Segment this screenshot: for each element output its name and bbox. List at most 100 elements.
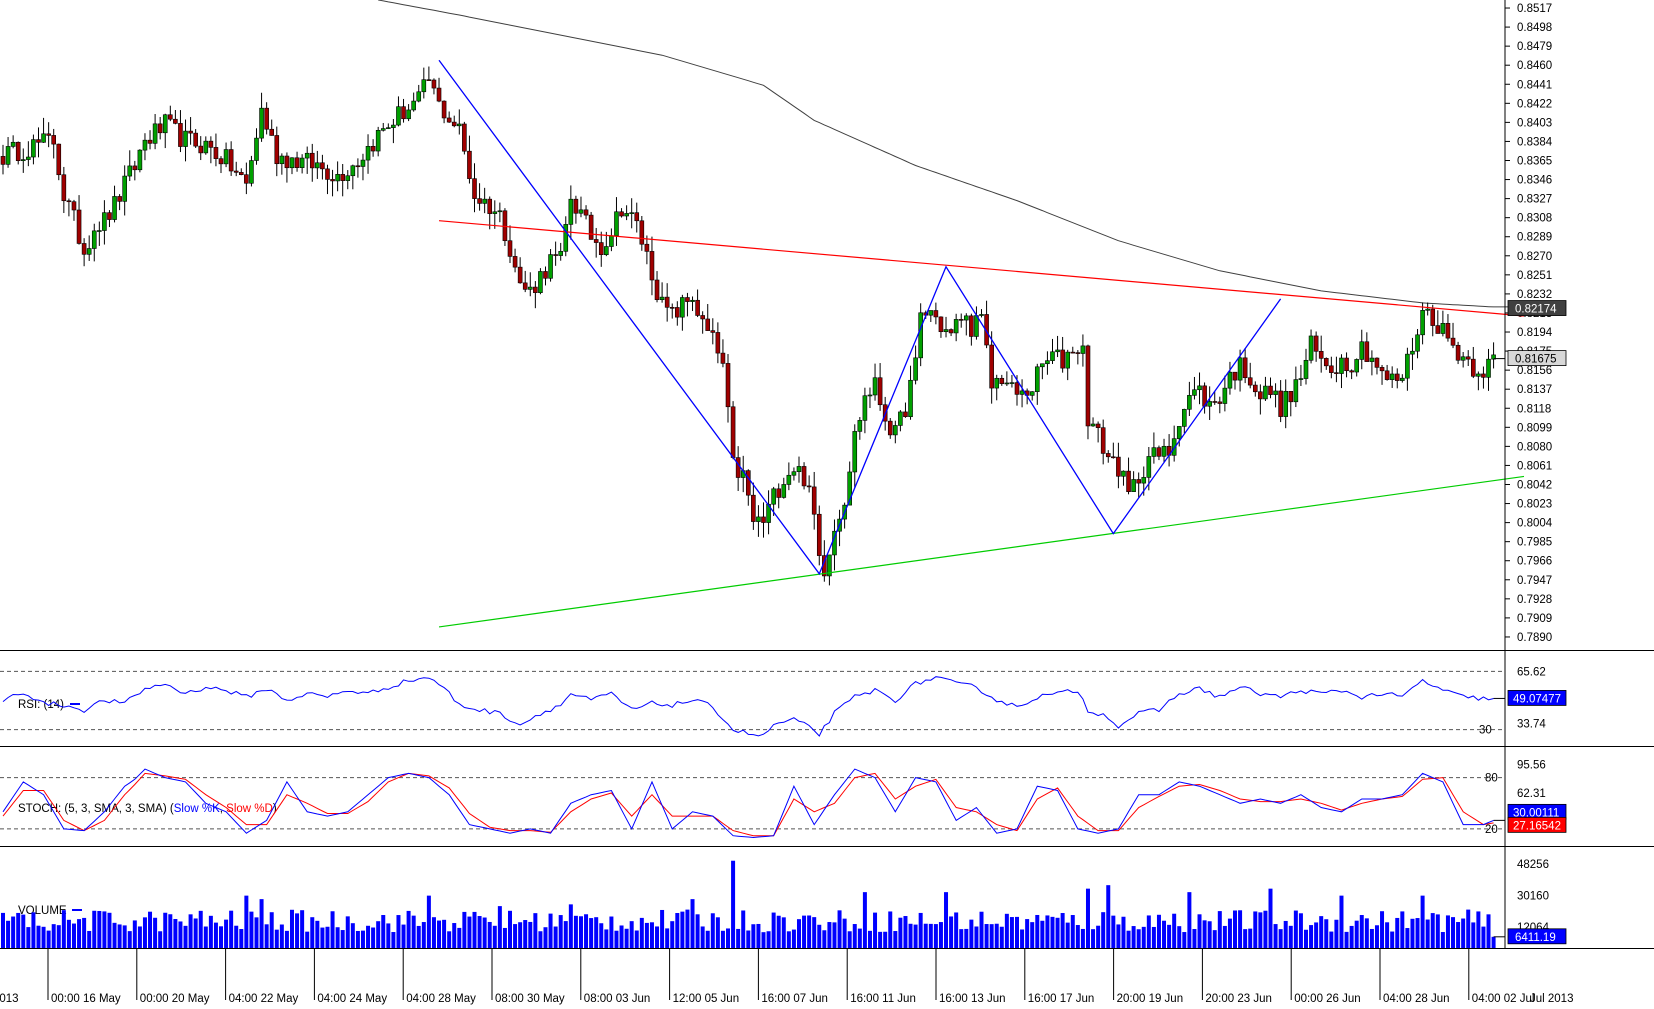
candle-body bbox=[745, 470, 751, 496]
volume-bar bbox=[1283, 920, 1288, 948]
candle-body bbox=[1105, 453, 1111, 458]
candle-body bbox=[320, 162, 325, 170]
candle bbox=[117, 194, 122, 211]
candle bbox=[1339, 354, 1344, 389]
candle bbox=[588, 211, 594, 240]
candle-body bbox=[127, 165, 133, 177]
candle-body bbox=[1283, 390, 1289, 417]
candle-body bbox=[162, 114, 168, 134]
volume-bar bbox=[908, 923, 913, 948]
candle-body bbox=[1151, 447, 1157, 457]
candle bbox=[1486, 348, 1491, 391]
candle-body bbox=[426, 79, 432, 81]
volume-bar bbox=[396, 915, 401, 948]
candle bbox=[969, 313, 974, 346]
price-tick-label: 0.8460 bbox=[1517, 60, 1552, 72]
volume-bar bbox=[1162, 920, 1167, 948]
volume-bar bbox=[1025, 919, 1030, 948]
candle bbox=[1420, 302, 1425, 345]
volume-bar bbox=[330, 911, 335, 948]
candle-body bbox=[1415, 334, 1420, 352]
volume-bar bbox=[1364, 918, 1369, 948]
volume-bar bbox=[249, 911, 254, 948]
candle-body bbox=[568, 198, 574, 225]
volume-bar bbox=[1030, 922, 1035, 948]
candle-body bbox=[244, 174, 249, 184]
volume-legend-swatch bbox=[72, 909, 82, 911]
candle-body bbox=[274, 135, 280, 165]
candle bbox=[1400, 374, 1405, 383]
candle bbox=[928, 310, 934, 323]
candle-body bbox=[325, 168, 330, 180]
candle-body bbox=[421, 79, 427, 93]
candle-body bbox=[847, 471, 852, 506]
candle-body bbox=[639, 220, 645, 245]
price-tick-label: 0.7966 bbox=[1517, 556, 1552, 568]
candle bbox=[426, 66, 432, 81]
volume-bar bbox=[148, 911, 153, 948]
volume-bar bbox=[812, 917, 817, 948]
candle bbox=[1227, 361, 1233, 395]
volume-bar bbox=[274, 929, 279, 948]
candle-body bbox=[279, 155, 285, 165]
candle bbox=[745, 469, 751, 506]
candle-body bbox=[375, 130, 381, 152]
volume-bar bbox=[153, 917, 158, 948]
candle-body bbox=[208, 140, 214, 148]
candle bbox=[451, 115, 457, 128]
volume-bar bbox=[310, 917, 315, 948]
volume-bar bbox=[6, 920, 11, 948]
candle-body bbox=[269, 128, 275, 136]
volume-bar bbox=[254, 917, 259, 948]
rsi-level-label: 65.62 bbox=[1517, 666, 1546, 678]
volume-bar bbox=[599, 923, 604, 948]
candle bbox=[999, 374, 1005, 386]
candle-body bbox=[1040, 363, 1045, 368]
candle bbox=[776, 483, 782, 509]
candle-body bbox=[228, 149, 234, 172]
volume-bar bbox=[639, 917, 644, 948]
candle bbox=[1050, 338, 1055, 364]
volume-bar bbox=[452, 923, 457, 948]
candle-body bbox=[20, 159, 26, 162]
volume-bar bbox=[1050, 916, 1055, 948]
candle bbox=[497, 202, 503, 223]
candle-body bbox=[659, 296, 665, 300]
price-tick-label: 0.8365 bbox=[1517, 155, 1552, 167]
time-label: 04:00 28 May bbox=[406, 993, 476, 1005]
candles bbox=[0, 66, 1496, 586]
candle bbox=[593, 227, 599, 258]
time-label: 00:00 26 Jun bbox=[1294, 993, 1361, 1005]
volume-bar bbox=[1141, 926, 1146, 948]
volume-tick-label: 30160 bbox=[1517, 890, 1549, 902]
volume-bar bbox=[87, 930, 92, 948]
candle-body bbox=[147, 139, 153, 144]
candle bbox=[1435, 310, 1441, 334]
volume-bar bbox=[406, 910, 411, 948]
candle bbox=[1212, 391, 1218, 405]
price-tick-label: 0.8023 bbox=[1517, 499, 1552, 511]
candle-body bbox=[512, 256, 518, 268]
volume-bar bbox=[873, 912, 878, 948]
candle bbox=[538, 268, 543, 295]
price-tick-label: 0.8308 bbox=[1517, 213, 1552, 225]
candle-body bbox=[695, 299, 700, 316]
candle bbox=[26, 141, 31, 167]
candle-body bbox=[852, 431, 858, 473]
candle-body bbox=[370, 146, 376, 152]
volume-bar bbox=[609, 916, 614, 948]
volume-bar bbox=[239, 929, 244, 948]
candle-body bbox=[482, 198, 487, 204]
candle-body bbox=[887, 420, 893, 436]
rsi-panel: RSI: (14) 65.62 30 33.74 49.07477 bbox=[0, 666, 1567, 737]
candle bbox=[1268, 377, 1273, 399]
volume-bar bbox=[589, 918, 594, 948]
volume-bar bbox=[979, 911, 984, 948]
volume-bar bbox=[163, 912, 168, 948]
candle bbox=[375, 126, 381, 157]
volume-bar bbox=[761, 932, 766, 948]
candle bbox=[1131, 471, 1136, 492]
volume-bar bbox=[1420, 895, 1425, 948]
candle bbox=[913, 345, 918, 385]
